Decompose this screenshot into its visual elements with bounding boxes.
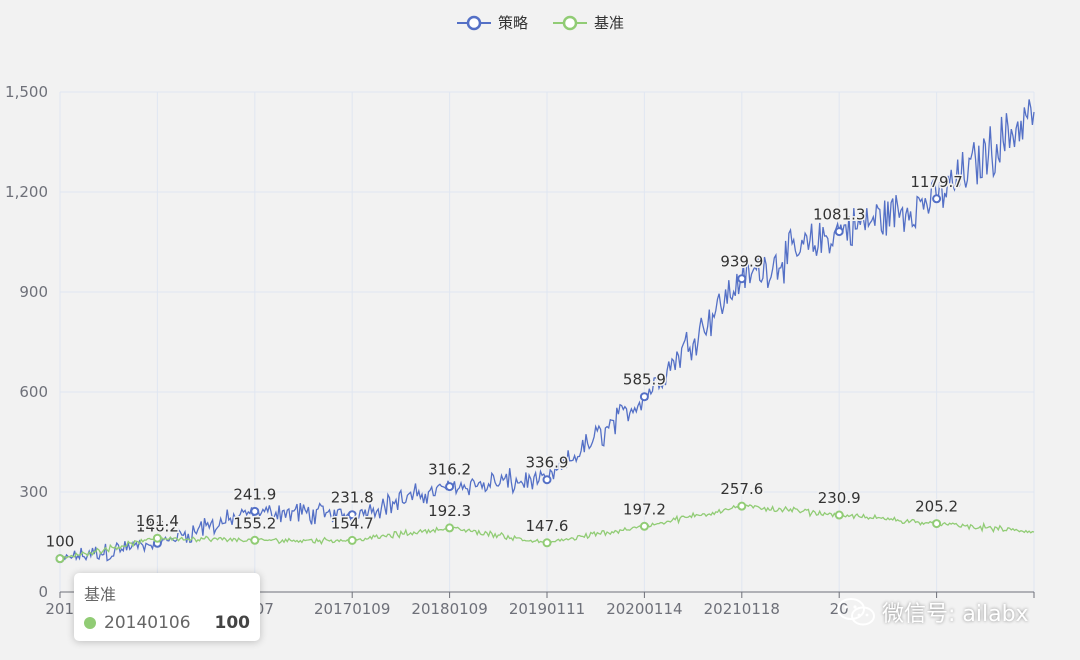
- data-label: 147.6: [526, 517, 569, 535]
- tooltip-row: 20140106 100: [84, 613, 250, 633]
- y-tick-label: 0: [38, 583, 48, 601]
- y-tick-label: 600: [19, 383, 48, 401]
- tooltip-value: 100: [214, 613, 251, 633]
- y-tick-label: 1,500: [5, 83, 48, 101]
- data-point-marker: [737, 501, 747, 511]
- data-label: 1081.3: [813, 206, 866, 224]
- data-label: 585.9: [623, 371, 666, 389]
- data-point-marker: [932, 519, 942, 529]
- legend-label-strategy: 策略: [497, 14, 528, 32]
- data-label: 100: [46, 533, 75, 551]
- data-label: 316.2: [428, 461, 471, 479]
- data-point-marker: [834, 510, 844, 520]
- tooltip-title: 基准: [84, 585, 117, 604]
- data-point-marker: [445, 482, 455, 492]
- wechat-icon: [837, 598, 875, 626]
- legend: 策略 基准: [0, 12, 1080, 33]
- data-label: 336.9: [526, 454, 569, 472]
- data-point-marker: [639, 521, 649, 531]
- data-label: 197.2: [623, 500, 666, 518]
- y-tick-label: 900: [19, 283, 48, 301]
- data-point-marker: [542, 538, 552, 548]
- x-tick-label: 20200114: [606, 600, 682, 618]
- y-tick-label: 300: [19, 483, 48, 501]
- legend-line-circle-icon: [456, 15, 491, 30]
- data-point-marker: [834, 227, 844, 237]
- data-point-marker: [347, 535, 357, 545]
- data-label: 1179.7: [910, 173, 963, 191]
- tooltip: 基准 20140106 100: [74, 573, 260, 641]
- x-tick-label: 20190111: [509, 600, 585, 618]
- x-tick-label: 20210118: [704, 600, 780, 618]
- data-point-marker: [250, 506, 260, 516]
- tooltip-series-dot: [84, 617, 96, 629]
- legend-item-benchmark[interactable]: 基准: [552, 12, 624, 33]
- data-label: 231.8: [331, 489, 374, 507]
- data-point-marker: [639, 392, 649, 402]
- legend-label-benchmark: 基准: [594, 14, 625, 32]
- data-label: 257.6: [720, 480, 763, 498]
- data-point-marker: [542, 475, 552, 485]
- data-point-marker: [152, 533, 162, 543]
- data-label: 241.9: [233, 485, 276, 503]
- data-label: 939.9: [720, 253, 763, 271]
- data-label: 154.7: [331, 514, 374, 532]
- data-label: 155.2: [233, 514, 276, 532]
- data-point-marker: [737, 274, 747, 284]
- x-tick-label: 20170109: [314, 600, 390, 618]
- x-tick-label: 20180109: [411, 600, 487, 618]
- data-point-marker: [55, 554, 65, 564]
- data-label: 146.2: [136, 517, 179, 535]
- tooltip-date: 20140106: [104, 613, 191, 633]
- data-label: 205.2: [915, 498, 958, 516]
- watermark-text: 微信号: ailabx: [882, 602, 1029, 627]
- watermark: 微信号: ailabx: [836, 596, 1029, 628]
- legend-line-circle-icon: [553, 15, 587, 30]
- x-tick-label: 20: [830, 600, 849, 618]
- y-tick-label: 1,200: [5, 183, 48, 201]
- data-label: 192.3: [428, 502, 471, 520]
- data-point-marker: [347, 510, 357, 520]
- data-label: 161.4: [136, 512, 179, 530]
- legend-item-strategy[interactable]: 策略: [456, 12, 528, 33]
- data-point-marker: [250, 535, 260, 545]
- data-label: 230.9: [818, 489, 861, 507]
- data-point-marker: [445, 523, 455, 533]
- data-point-marker: [932, 194, 942, 204]
